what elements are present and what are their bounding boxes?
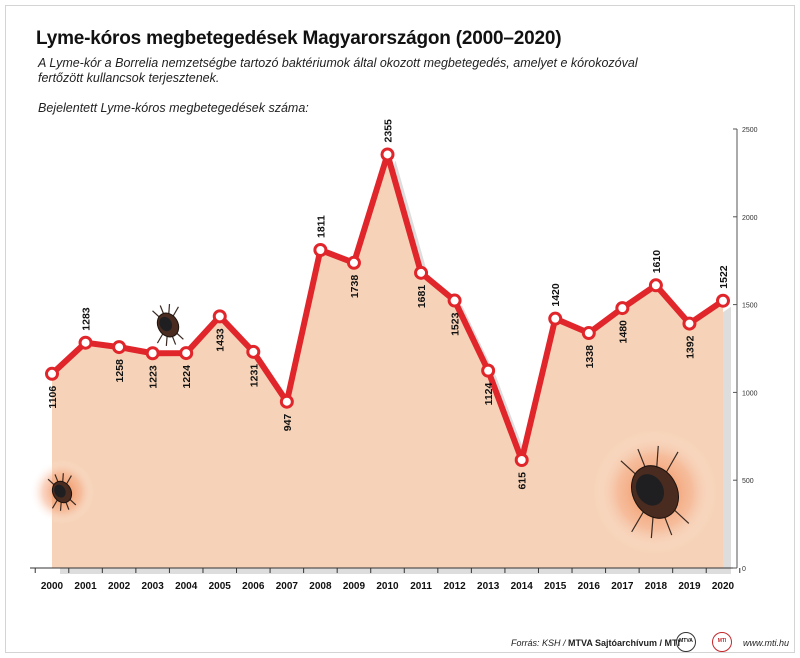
tick-bug-right-icon-shield — [635, 474, 665, 506]
area-fill — [52, 154, 723, 568]
tick-bug-left-icon-shield — [54, 484, 66, 498]
mtva-logo-icon: MTVA — [676, 632, 696, 652]
x-tick-label: 2010 — [376, 581, 399, 592]
data-point — [548, 311, 563, 326]
x-tick-label: 2019 — [678, 581, 701, 592]
x-tick-label: 2014 — [511, 581, 534, 592]
tick-bug-middle-icon-shield — [159, 316, 173, 332]
chart-title: Lyme-kóros megbetegedések Magyarországon… — [36, 28, 562, 49]
data-label: 615 — [517, 472, 529, 490]
source-prefix: Forrás: KSH / — [511, 638, 566, 648]
y-tick-label: 500 — [742, 478, 754, 485]
source-credit: Forrás: KSH / MTVA Sajtóarchívum / MTI — [511, 638, 680, 648]
y-tick-label: 1000 — [742, 390, 758, 397]
x-tick-label: 2007 — [276, 581, 299, 592]
data-label: 1231 — [248, 364, 260, 388]
data-point — [481, 363, 496, 378]
x-tick-label: 2011 — [410, 581, 432, 592]
data-point — [78, 335, 93, 350]
data-point — [246, 344, 261, 359]
data-point — [414, 265, 429, 280]
x-tick-label: 2000 — [41, 581, 64, 592]
x-tick-label: 2008 — [309, 581, 332, 592]
x-tick-label: 2015 — [544, 581, 567, 592]
x-tick-label: 2016 — [578, 581, 601, 592]
data-point — [615, 301, 630, 316]
data-point — [581, 326, 596, 341]
x-tick-label: 2020 — [712, 581, 735, 592]
data-point — [716, 293, 730, 308]
y-tick-label: 1500 — [742, 303, 758, 310]
data-point — [279, 394, 294, 409]
data-label: 1523 — [450, 312, 462, 336]
chart-subtitle: A Lyme-kór a Borrelia nemzetségbe tartoz… — [38, 56, 638, 85]
data-label: 1392 — [684, 335, 696, 359]
x-tick-label: 2001 — [74, 581, 97, 592]
data-label: 1338 — [584, 345, 596, 369]
data-label: 1420 — [550, 283, 562, 307]
data-point — [514, 453, 529, 468]
data-label: 1738 — [349, 275, 361, 299]
data-point — [447, 293, 462, 308]
y-axis-label: Bejelentett Lyme-kóros megbetegedések sz… — [38, 101, 309, 115]
data-label: 1433 — [215, 328, 227, 352]
data-point — [212, 309, 227, 324]
data-point — [45, 366, 59, 381]
x-tick-label: 2003 — [142, 581, 165, 592]
data-label: 1106 — [47, 386, 59, 409]
y-tick-label: 0 — [742, 566, 746, 573]
x-tick-label: 2004 — [175, 581, 198, 592]
x-tick-label: 2009 — [343, 581, 366, 592]
x-tick-label: 2013 — [477, 581, 500, 592]
data-label: 1610 — [651, 250, 663, 274]
data-label: 1522 — [718, 265, 730, 289]
data-label: 1258 — [114, 359, 126, 383]
data-label: 1480 — [617, 320, 629, 344]
website-link[interactable]: www.mti.hu — [743, 638, 790, 648]
x-tick-label: 2018 — [645, 581, 668, 592]
source-bold: MTVA Sajtóarchívum / MTI — [568, 638, 681, 648]
y-tick-label: 2000 — [742, 215, 758, 222]
data-point — [682, 316, 697, 331]
data-label: 1224 — [181, 365, 193, 389]
x-tick-label: 2017 — [611, 581, 634, 592]
data-label: 947 — [282, 414, 294, 432]
x-tick-label: 2002 — [108, 581, 131, 592]
data-label: 1681 — [416, 285, 428, 309]
data-point — [145, 346, 160, 361]
data-point — [380, 147, 395, 162]
data-label: 1811 — [315, 215, 327, 238]
y-tick-label: 2500 — [742, 127, 758, 134]
x-tick-label: 2005 — [209, 581, 232, 592]
x-tick-label: 2006 — [242, 581, 265, 592]
data-point — [112, 340, 127, 355]
data-label: 2355 — [383, 119, 395, 143]
data-label: 1124 — [483, 382, 495, 405]
data-point — [346, 255, 361, 270]
data-label: 1283 — [81, 307, 93, 331]
data-point — [179, 346, 194, 361]
data-point — [313, 242, 328, 257]
x-tick-label: 2012 — [443, 581, 466, 592]
data-label: 1223 — [148, 365, 160, 389]
data-point — [648, 278, 663, 293]
mti-logo-icon: MTI — [712, 632, 732, 652]
